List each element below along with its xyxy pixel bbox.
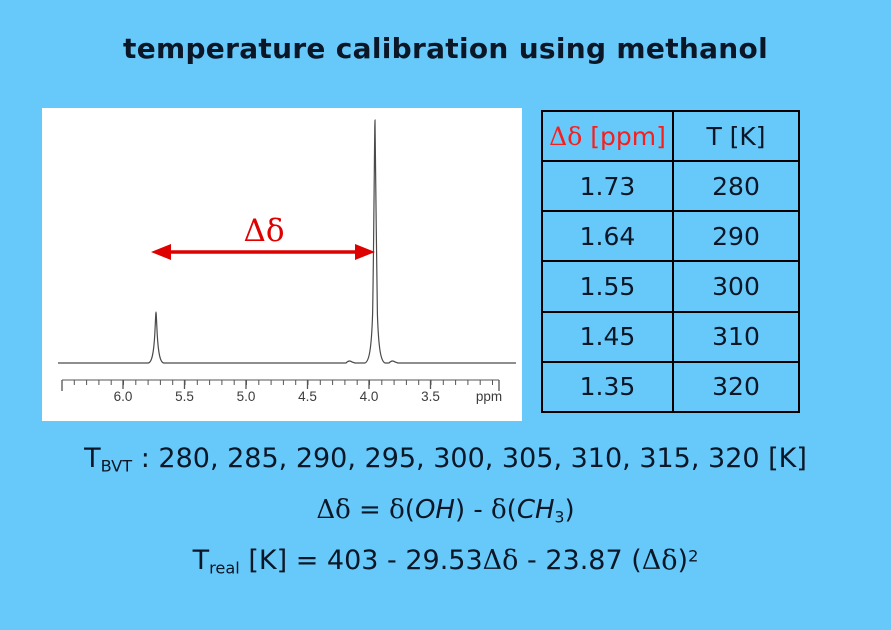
- formula-subscript: 3: [554, 508, 565, 527]
- formulas-block: TBVT : 280, 285, 290, 295, 300, 305, 310…: [0, 442, 891, 596]
- table-row: 1.45 310: [541, 310, 800, 363]
- formula-text: (: [506, 495, 517, 525]
- cell-t: 280: [672, 160, 800, 213]
- axis-tick-label: 4.5: [298, 389, 317, 404]
- formula-text: [K] = 403 - 29.53: [239, 545, 483, 576]
- cell-t: 290: [672, 210, 800, 263]
- axis-tick-label: 6.0: [114, 389, 133, 404]
- table-row: 1.55 300: [541, 260, 800, 313]
- delta-delta-symbol: Δδ: [549, 121, 583, 151]
- formula-subscript: real: [209, 558, 240, 578]
- treal-calibration-formula: Treal [K] = 403 - 29.53Δδ - 23.87 (Δδ)2: [0, 544, 891, 577]
- cell-t: 310: [672, 310, 800, 363]
- formula-greek: δ: [389, 495, 405, 525]
- table-header-row: Δδ [ppm] T [K]: [541, 109, 800, 163]
- nmr-spectrum-panel: Δδ 6.0 5.5 5.0 4.5 4.0 3.5 ppm: [42, 108, 522, 421]
- formula-text: ): [564, 495, 575, 525]
- calibration-table: Δδ [ppm] T [K] 1.73 280 1.64 290 1.55 30…: [541, 109, 800, 414]
- axis-tick-label: 5.0: [237, 389, 256, 404]
- tbvt-temperature-list: TBVT : 280, 285, 290, 295, 300, 305, 310…: [0, 442, 891, 475]
- cell-dd: 1.45: [541, 310, 674, 363]
- formula-text: ) -: [454, 495, 492, 525]
- axis-tick-label: 4.0: [360, 389, 379, 404]
- formula-text: (: [404, 495, 415, 525]
- cell-dd: 1.73: [541, 160, 674, 213]
- cell-t: 320: [672, 360, 800, 414]
- table-row: 1.64 290: [541, 210, 800, 263]
- axis-tick-label: 3.5: [421, 389, 440, 404]
- nmr-spectrum-plot: Δδ 6.0 5.5 5.0 4.5 4.0 3.5 ppm: [58, 119, 516, 404]
- delta-delta-definition: Δδ = δ(OH) - δ(CH3): [0, 494, 891, 527]
- formula-greek: Δδ: [316, 495, 351, 525]
- ppm-unit-text: [ppm]: [582, 121, 666, 151]
- cell-dd: 1.35: [541, 360, 674, 414]
- cell-dd: 1.55: [541, 260, 674, 313]
- formula-greek: Δδ: [641, 545, 678, 576]
- delta-delta-arrow: [151, 244, 375, 260]
- col-header-delta-ppm: Δδ [ppm]: [541, 109, 674, 163]
- cell-t: 300: [672, 260, 800, 313]
- table-row: 1.35 320: [541, 360, 800, 414]
- formula-text: T: [192, 545, 210, 576]
- formula-text: - 23.87 (: [518, 545, 642, 576]
- table-row: 1.73 280: [541, 160, 800, 213]
- formula-text: OH: [414, 495, 455, 525]
- formula-text: ): [677, 545, 689, 576]
- ppm-axis: [61, 379, 500, 391]
- axis-tick-label: 5.5: [175, 389, 194, 404]
- formula-text: T: [84, 443, 101, 474]
- spectrum-trace: [58, 119, 516, 364]
- formula-text: : 280, 285, 290, 295, 300, 305, 310, 315…: [132, 443, 807, 474]
- arrowhead-right-icon: [355, 244, 375, 260]
- formula-text: =: [350, 495, 390, 525]
- delta-delta-annotation: Δδ: [243, 213, 284, 249]
- axis-unit-label: ppm: [476, 389, 502, 404]
- slide-title: temperature calibration using methanol: [123, 32, 768, 65]
- cell-dd: 1.64: [541, 210, 674, 263]
- col-header-temperature: T [K]: [672, 109, 800, 163]
- formula-greek: δ: [491, 495, 507, 525]
- formula-superscript: 2: [688, 546, 699, 566]
- formula-text: CH: [516, 495, 555, 525]
- formula-greek: Δδ: [482, 545, 519, 576]
- formula-subscript: BVT: [100, 456, 133, 476]
- arrowhead-left-icon: [151, 244, 171, 260]
